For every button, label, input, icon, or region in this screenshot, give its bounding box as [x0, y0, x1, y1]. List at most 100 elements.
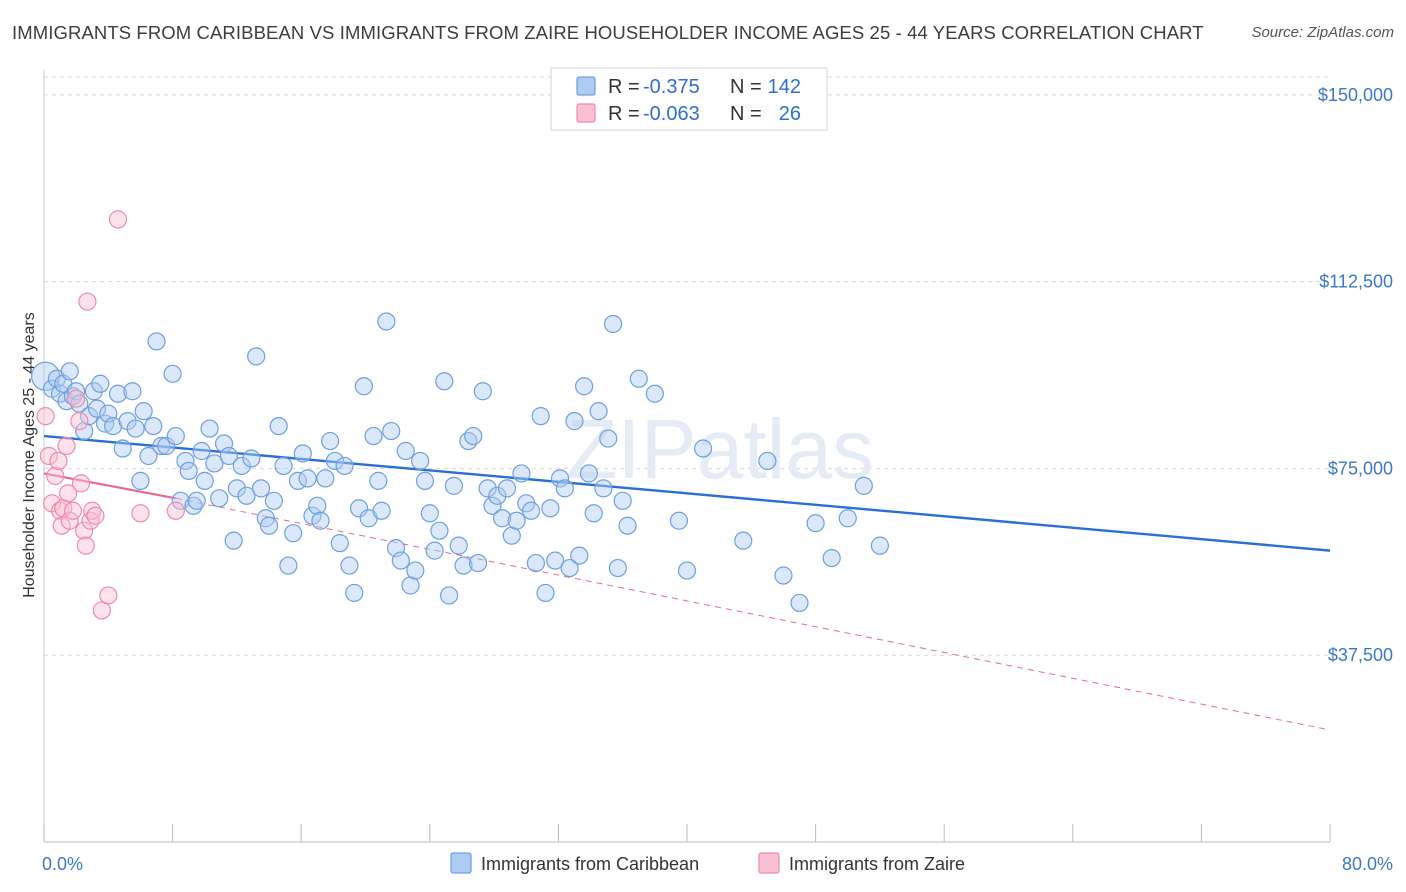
caribbean-point	[645, 384, 664, 403]
trend-lines	[43, 434, 1331, 731]
source-label: Source: ZipAtlas.com	[1251, 24, 1394, 41]
zaire-point	[67, 389, 86, 408]
zaire-point	[76, 536, 95, 555]
caribbean-point	[195, 471, 214, 490]
zaire-point	[49, 451, 68, 471]
caribbean-point	[316, 469, 335, 488]
caribbean-point	[192, 441, 211, 461]
caribbean-point	[415, 471, 435, 490]
caribbean-point	[126, 419, 145, 438]
caribbean-point	[507, 511, 526, 530]
caribbean-point	[677, 561, 697, 580]
caribbean-point	[163, 364, 182, 383]
caribbean-point	[364, 426, 383, 446]
caribbean-point	[464, 426, 483, 446]
caribbean-point	[369, 471, 388, 490]
zaire-point	[39, 446, 58, 466]
caribbean-point	[349, 499, 369, 518]
zaire-point	[78, 292, 97, 311]
caribbean-point	[293, 444, 312, 463]
caribbean-point	[570, 546, 589, 565]
zaire-trend-extension	[175, 497, 1331, 731]
zaire-point	[36, 407, 55, 426]
caribbean-point	[790, 593, 809, 613]
caribbean-point	[284, 524, 303, 543]
caribbean-point	[806, 514, 825, 533]
caribbean-point	[560, 558, 579, 578]
caribbean-point	[210, 489, 229, 508]
zaire-point	[92, 601, 111, 620]
legend-n-value: 26	[779, 103, 801, 125]
caribbean-point	[330, 534, 349, 553]
caribbean-point	[157, 436, 176, 456]
caribbean-point	[449, 536, 468, 555]
caribbean-point	[669, 511, 689, 530]
legend-n-value: 142	[768, 76, 801, 98]
caribbean-point	[311, 511, 330, 530]
caribbean-point	[179, 461, 198, 481]
caribbean-point	[63, 387, 83, 406]
chart-title: IMMIGRANTS FROM CARIBBEAN VS IMMIGRANTS …	[12, 22, 1204, 43]
caribbean-point	[279, 556, 298, 575]
caribbean-point	[184, 496, 203, 515]
caribbean-point	[406, 561, 425, 580]
caribbean-point	[104, 416, 123, 436]
y-tick-label: $37,500	[1328, 645, 1393, 665]
legend-r-value: -0.375	[643, 76, 700, 98]
caribbean-point	[60, 362, 79, 381]
caribbean-point	[444, 476, 464, 495]
caribbean-point	[459, 431, 478, 451]
caribbean-point	[439, 586, 459, 605]
zaire-trend-line	[43, 472, 177, 500]
caribbean-point	[200, 419, 219, 438]
caribbean-point	[854, 476, 873, 495]
caribbean-point	[599, 429, 618, 448]
caribbean-point	[139, 446, 158, 466]
caribbean-point	[176, 451, 195, 471]
zaire-point	[46, 466, 65, 486]
caribbean-point	[251, 479, 271, 498]
caribbean-point	[541, 499, 560, 518]
bottom-legend-swatch-zaire	[758, 852, 780, 874]
caribbean-point	[259, 516, 279, 535]
zaire-point	[57, 436, 76, 456]
caribbean-point	[147, 332, 166, 351]
caribbean-point	[232, 456, 251, 476]
caribbean-point	[693, 439, 713, 458]
caribbean-point	[242, 449, 261, 468]
caribbean-point	[430, 521, 449, 540]
caribbean-point	[734, 531, 753, 550]
y-axis-title: Householder Income Ages 25 - 44 years	[21, 312, 38, 598]
caribbean-point	[468, 553, 488, 573]
caribbean-point	[531, 407, 550, 426]
zaire-point	[75, 521, 94, 540]
caribbean-point	[758, 451, 777, 471]
caribbean-point	[584, 504, 603, 523]
caribbean-point	[91, 374, 110, 393]
caribbean-point	[144, 416, 163, 436]
caribbean-point	[113, 439, 132, 458]
caribbean-point	[237, 486, 256, 505]
caribbean-point	[391, 551, 410, 570]
caribbean-point	[870, 536, 890, 555]
caribbean-point	[377, 312, 396, 331]
caribbean-point	[497, 479, 517, 498]
caribbean-point	[325, 451, 345, 471]
caribbean-point	[321, 431, 340, 451]
caribbean-point	[526, 553, 545, 573]
caribbean-point	[264, 491, 283, 510]
caribbean-point	[224, 531, 243, 550]
caribbean-point	[579, 464, 599, 483]
caribbean-point	[382, 421, 401, 441]
caribbean-point	[613, 491, 632, 510]
caribbean-point	[123, 382, 142, 401]
legend-n-label: N =	[730, 76, 762, 98]
zaire-point	[108, 210, 128, 229]
caribbean-point	[512, 464, 531, 483]
watermark: ZIPatlas	[566, 402, 874, 496]
caribbean-point	[134, 402, 153, 421]
caribbean-point	[521, 501, 541, 520]
zaire-point	[50, 501, 70, 520]
caribbean-point	[205, 454, 224, 473]
caribbean-point	[411, 451, 430, 471]
